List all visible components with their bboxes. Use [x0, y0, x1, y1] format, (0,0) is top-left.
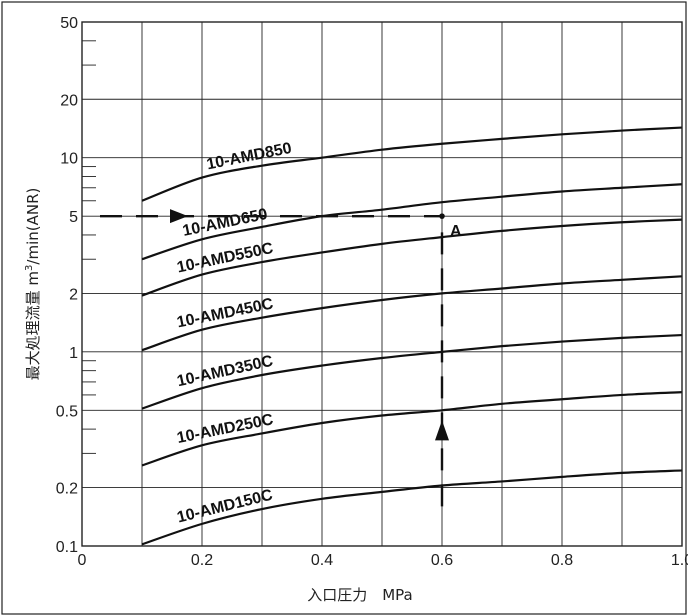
- y-tick-label: 5: [69, 209, 78, 226]
- x-tick-label: 0.4: [311, 552, 333, 569]
- series-line-10-amd850: [141, 126, 683, 202]
- series-line-10-amd350c: [141, 333, 683, 410]
- y-axis-label: 最大処理流量 m3/min(ANR): [24, 188, 42, 381]
- series-line-10-amd250c: [141, 391, 683, 467]
- y-tick-label: 10: [60, 151, 78, 168]
- right-arrow-icon: [170, 209, 188, 224]
- point-a-marker: [439, 213, 445, 219]
- y-tick-label: 50: [60, 15, 78, 32]
- y-tick-label: 0.2: [56, 481, 78, 498]
- series-line-10-amd150c: [141, 469, 683, 546]
- plot-border: [81, 21, 683, 547]
- x-tick-label: 0.8: [551, 552, 573, 569]
- y-tick-label: 1: [69, 345, 78, 362]
- y-tick-label: 20: [60, 92, 78, 109]
- y-tick-label: 2: [69, 286, 78, 303]
- series-line-10-amd550c: [141, 218, 683, 297]
- y-tick-label: 0.1: [56, 539, 78, 556]
- x-tick-label: 0: [78, 552, 87, 569]
- series-line-10-amd650: [141, 183, 683, 261]
- x-tick-label: 0.2: [191, 552, 213, 569]
- annotation-A: A: [100, 209, 462, 507]
- up-arrow-icon: [435, 420, 449, 441]
- tick-labels: 0 0.2 0.4 0.6 0.8 1.0 50 20 10 5 2 1 0.5 0.2 0.1: [56, 15, 688, 569]
- series-line-10-amd450c: [141, 275, 683, 352]
- x-tick-label: 1.0: [671, 552, 688, 569]
- y-tick-label: 0.5: [56, 403, 78, 420]
- x-tick-label: 0.6: [431, 552, 453, 569]
- x-axis-label: 入口圧力 MPa: [307, 586, 413, 604]
- point-a-label: A: [450, 223, 462, 240]
